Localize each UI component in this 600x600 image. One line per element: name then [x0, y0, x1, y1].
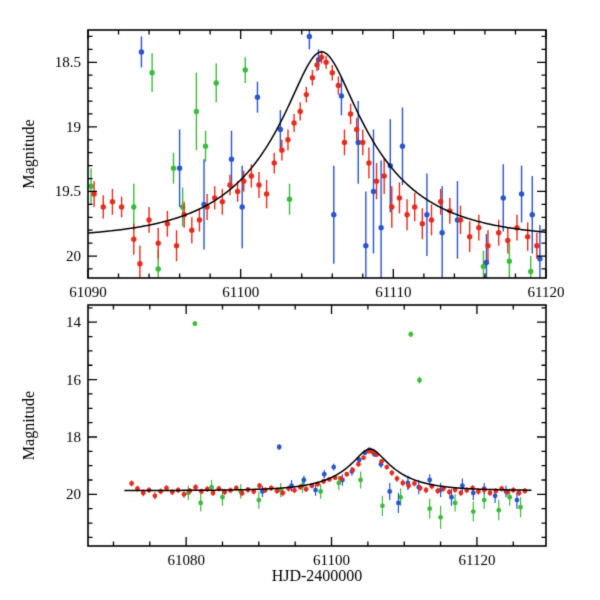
- light-curve-canvas: [0, 0, 600, 600]
- light-curve-figure: HJD-2400000 Magnitude: [0, 0, 600, 600]
